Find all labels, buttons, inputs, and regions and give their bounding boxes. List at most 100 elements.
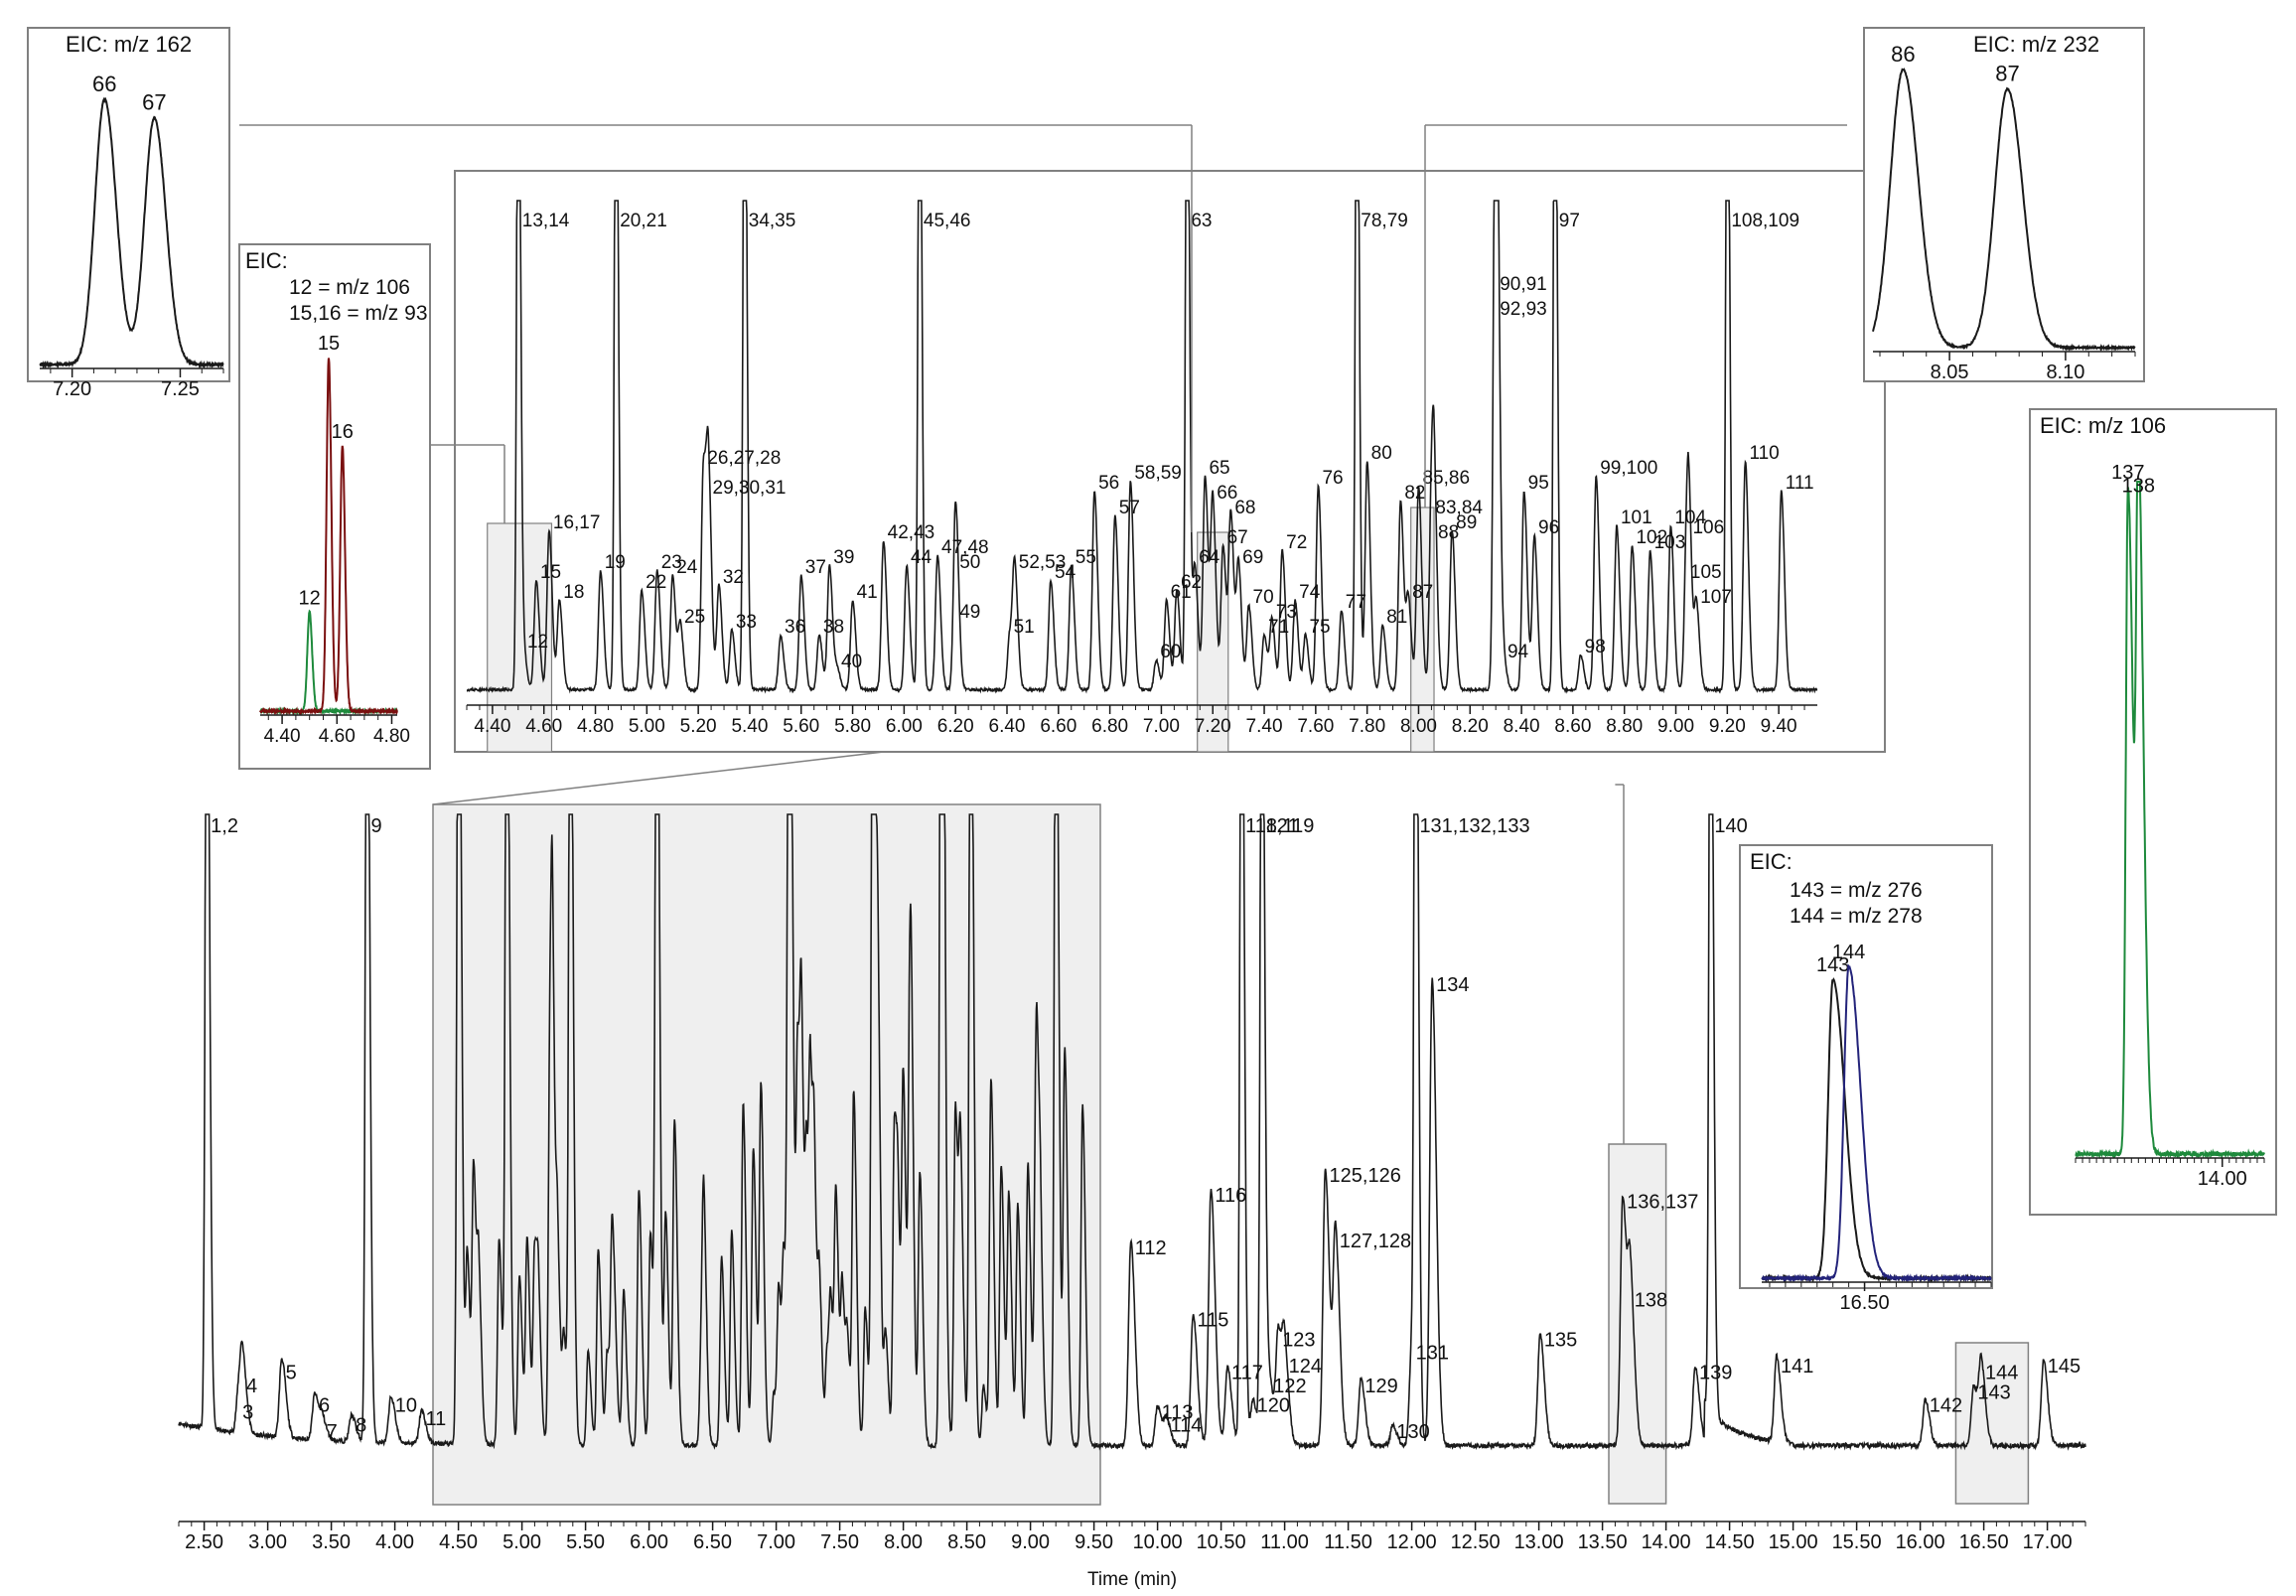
eic276_278-frame xyxy=(1739,844,1993,1289)
main-peak-label: 7 xyxy=(327,1421,338,1443)
eic276_278-peak-label: 144 xyxy=(1832,942,1865,963)
zoom-peak-label: 72 xyxy=(1286,532,1307,553)
eic276_278-legend-1: 144 = m/z 278 xyxy=(1790,905,1923,928)
main-chromatogram: 2.50 3.00 3.50 4.00 4.50 5.00 5.50 6.00 6.50 7.00… xyxy=(178,803,2086,1590)
zoom-x-tick-label: 8.40 xyxy=(1504,716,1540,737)
zoom-peak-label: 92,93 xyxy=(1500,299,1547,320)
main-peak-label: 130 xyxy=(1396,1421,1429,1443)
zoom-peak-label: 49 xyxy=(959,602,980,623)
zoom-peak-label: 41 xyxy=(857,582,878,603)
zoom-peak-label: 64 xyxy=(1199,547,1220,568)
zoom-x-tick-label: 7.40 xyxy=(1246,716,1283,737)
eic_12_15_16-peak-label: 12 xyxy=(299,587,321,609)
zoom-peak-label: 83,84 xyxy=(1435,498,1483,518)
main-x-tick-label: 3.50 xyxy=(312,1531,351,1553)
zoom-x-tick-label: 6.20 xyxy=(937,716,974,737)
main-peak-label: 10 xyxy=(395,1395,417,1417)
main-peak-label: 142 xyxy=(1930,1395,1962,1417)
zoom-peak-label: 39 xyxy=(833,547,854,568)
eic162-peak-label: 67 xyxy=(142,90,166,115)
zoom-peak-label: 74 xyxy=(1299,582,1321,603)
zoom-peak-label: 51 xyxy=(1014,617,1035,638)
main-peak-label: 112 xyxy=(1135,1237,1167,1259)
zoom-x-tick-label: 6.80 xyxy=(1091,716,1128,737)
zoom-peak-label: 52,53 xyxy=(1019,552,1067,573)
zoom-peak-label: 82 xyxy=(1404,483,1425,504)
main-x-tick-label: 10.00 xyxy=(1133,1531,1183,1553)
main-x-tick-label: 15.00 xyxy=(1769,1531,1818,1553)
main-x-tick-label: 5.50 xyxy=(566,1531,605,1553)
zoom-peak-label: 107 xyxy=(1700,587,1732,608)
zoom-peak-label: 62 xyxy=(1181,572,1202,593)
zoom-peak-label: 87 xyxy=(1412,582,1433,603)
zoom-peak-label: 16,17 xyxy=(553,512,601,533)
main-x-tick-label: 7.00 xyxy=(757,1531,795,1553)
zoom-peak-label: 108,109 xyxy=(1731,211,1799,231)
zoom-x-tick-label: 8.20 xyxy=(1452,716,1489,737)
main-peak-label: 139 xyxy=(1699,1363,1732,1384)
eic_12_15_16-legend-1: 15,16 = m/z 93 xyxy=(289,302,428,325)
eic106-frame xyxy=(2029,408,2277,1216)
zoom-peak-label: 66 xyxy=(1217,483,1237,504)
zoom-peak-label: 101 xyxy=(1621,508,1652,528)
eic106-x-tick-label: 14.00 xyxy=(2198,1168,2247,1190)
zoom-peak-label: 80 xyxy=(1371,443,1392,464)
zoom-x-tick-label: 7.80 xyxy=(1349,716,1385,737)
main-peak-label: 114 xyxy=(1171,1415,1203,1437)
eic106-trace-0 xyxy=(2075,481,2265,1160)
zoom-peak-label: 63 xyxy=(1191,211,1212,231)
zoom-peak-label: 58,59 xyxy=(1134,463,1182,484)
main-peak-label: 127,128 xyxy=(1340,1231,1411,1252)
zoom-x-tick-label: 4.80 xyxy=(577,716,614,737)
main-x-tick-label: 14.00 xyxy=(1642,1531,1691,1553)
zoom-x-tick-label: 5.20 xyxy=(680,716,717,737)
main-peak-label: 134 xyxy=(1436,974,1469,996)
zoom-x-tick-label: 7.00 xyxy=(1143,716,1180,737)
zoom-peak-label: 47,48 xyxy=(941,537,989,558)
main-x-tick-label: 16.00 xyxy=(1896,1531,1945,1553)
zoom-peak-label: 18 xyxy=(563,582,584,603)
main-x-tick-label: 13.50 xyxy=(1578,1531,1628,1553)
zoom-peak-label: 94 xyxy=(1507,642,1529,662)
eic_12_15_16-x-tick-label: 4.40 xyxy=(264,726,301,747)
zoom-peak-label: 68 xyxy=(1234,498,1255,518)
zoom-peak-label: 12 xyxy=(527,632,548,653)
main-peak-label: 117 xyxy=(1231,1363,1263,1384)
zoom-x-tick-label: 9.00 xyxy=(1657,716,1694,737)
zoom-x-tick-label: 8.60 xyxy=(1554,716,1591,737)
zoom-peak-label: 97 xyxy=(1559,211,1580,231)
main-peak-label: 124 xyxy=(1289,1356,1322,1378)
main-peak-label: 121 xyxy=(1266,815,1299,837)
main-x-tick-label: 13.00 xyxy=(1514,1531,1564,1553)
zoom-peak-label: 81 xyxy=(1386,607,1407,628)
zoom-peak-label: 38 xyxy=(823,617,844,638)
main-peak-label: 125,126 xyxy=(1330,1165,1401,1187)
zoom-peak-label: 55 xyxy=(1076,547,1096,568)
main-peak-label: 144 xyxy=(1985,1363,2018,1384)
main-peak-label: 135 xyxy=(1544,1329,1577,1351)
main-x-tick-label: 14.50 xyxy=(1705,1531,1755,1553)
main-peak-label: 120 xyxy=(1257,1395,1290,1417)
eic162-frame xyxy=(27,27,230,382)
main-peak-label: 4 xyxy=(246,1376,257,1397)
eic_12_15_16-panel: 12 15 16 4.40 4.60 4.80 EIC:12 = m/z 106 15,16 … xyxy=(238,243,431,770)
main-x-tick-label: 10.50 xyxy=(1197,1531,1246,1553)
eic232-panel: 86 87 8.05 8.10 EIC: m/z 232 xyxy=(1863,27,2145,383)
main-x-tick-label: 2.50 xyxy=(185,1531,223,1553)
eic162-trace-0 xyxy=(39,96,224,369)
main-peak-label: 9 xyxy=(370,815,381,837)
eic_12_15_16-peak-label: 15 xyxy=(318,333,340,355)
eic106-title: EIC: m/z 106 xyxy=(2040,413,2166,438)
zoom-x-tick-label: 7.60 xyxy=(1297,716,1334,737)
zoom-peak-label: 33 xyxy=(736,612,757,633)
zoom-peak-label: 42,43 xyxy=(888,522,935,543)
zoom-x-tick-label: 5.60 xyxy=(783,716,819,737)
eic162-panel: 66 67 7.20 7.25 EIC: m/z 162 xyxy=(27,27,230,400)
main-x-tick-label: 6.50 xyxy=(693,1531,732,1553)
eic_12_15_16-legend-0: 12 = m/z 106 xyxy=(289,276,410,299)
eic162-x-tick-label: 7.20 xyxy=(53,378,91,400)
main-x-tick-label: 7.50 xyxy=(820,1531,859,1553)
